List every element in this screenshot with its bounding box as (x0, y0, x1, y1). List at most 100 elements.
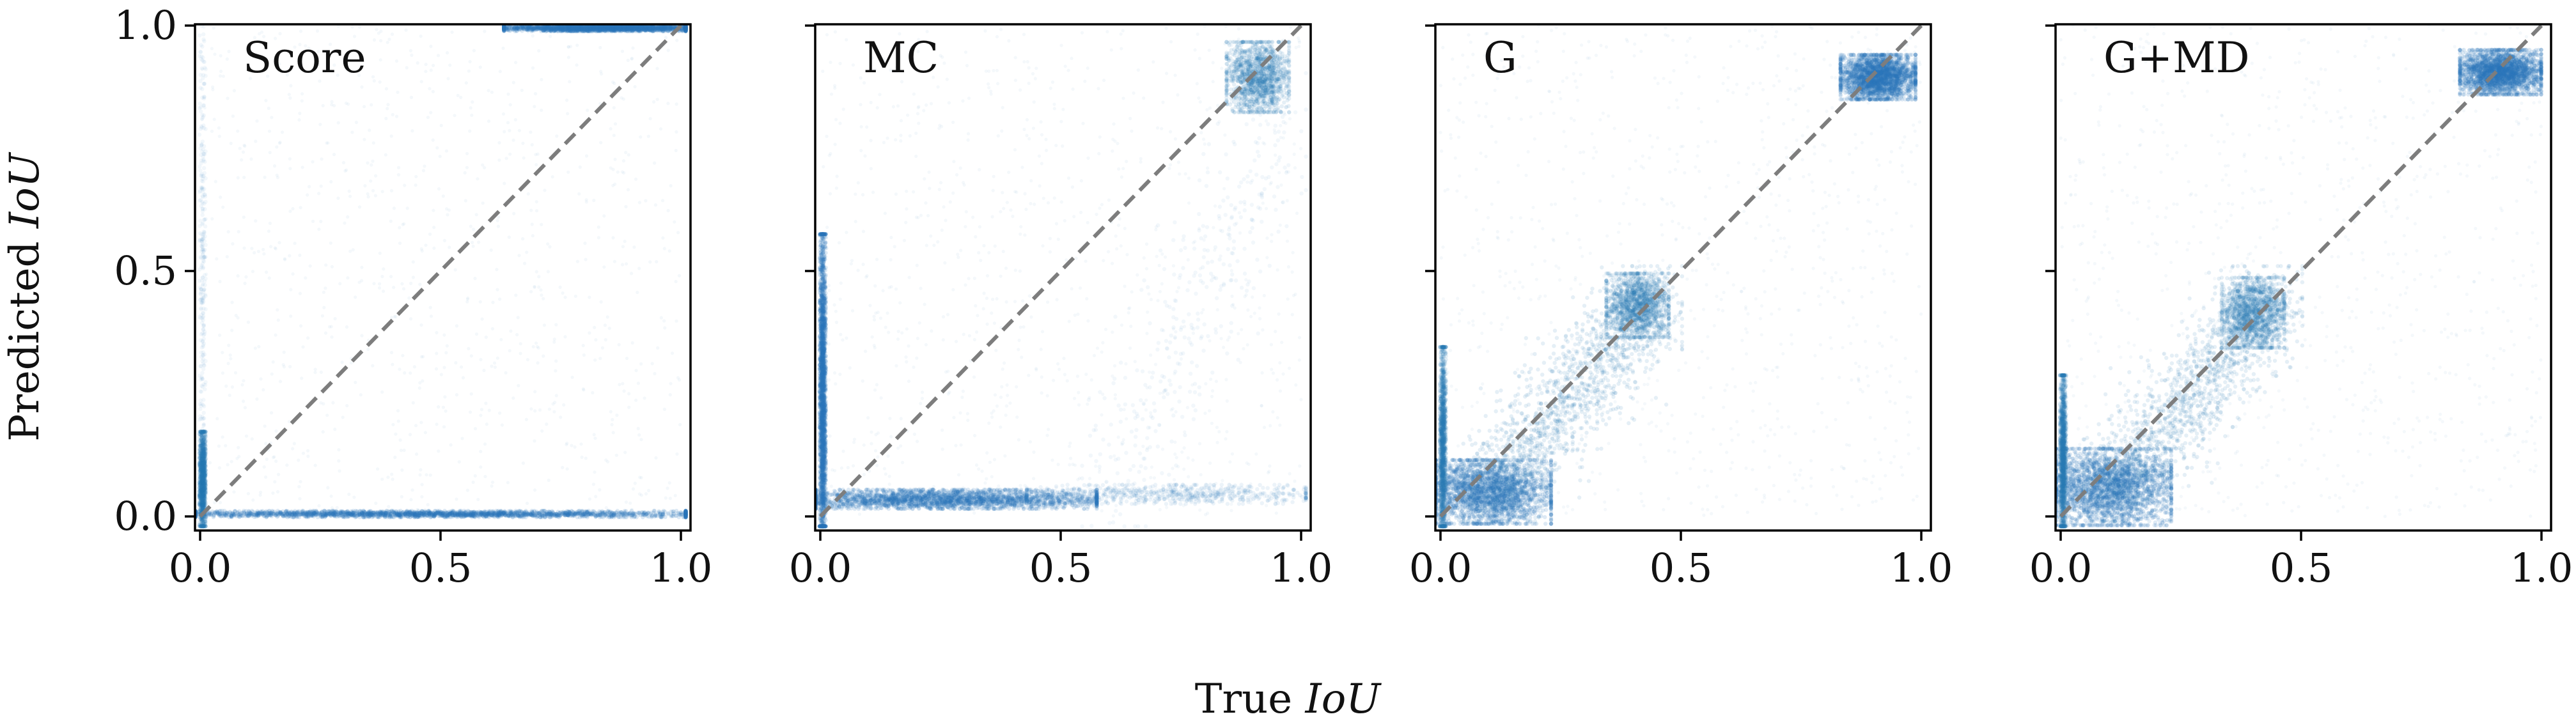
scatter-point (218, 334, 221, 337)
scatter-point (435, 509, 439, 513)
scatter-point (521, 142, 524, 145)
scatter-point (525, 251, 528, 254)
scatter-point (683, 511, 687, 515)
scatter-point (480, 408, 483, 411)
scatter-point (621, 245, 625, 248)
scatter-point (664, 497, 667, 500)
scatter-point (630, 58, 633, 61)
scatter-point (414, 183, 418, 187)
scatter-point (293, 242, 297, 245)
scatter-point (518, 129, 521, 132)
scatter-point (264, 99, 267, 102)
scatter-point (654, 456, 657, 460)
scatter-point (451, 31, 454, 34)
scatter-point (493, 361, 496, 364)
scatter-point (624, 151, 627, 154)
scatter-point (538, 511, 542, 515)
scatter-point (409, 282, 412, 285)
scatter-point (435, 368, 438, 371)
scatter-point (658, 510, 662, 514)
scatter-point (546, 242, 549, 245)
scatter-point (517, 511, 521, 515)
scatter-point (390, 134, 393, 137)
scatter-point (442, 194, 445, 197)
scatter-point (514, 61, 517, 64)
scatter-point (255, 398, 258, 401)
scatter-point (483, 166, 486, 169)
scatter-point (358, 513, 362, 517)
scatter-point (374, 502, 377, 505)
scatter-point (659, 127, 662, 130)
scatter-point (217, 444, 221, 447)
scatter-point (268, 130, 271, 133)
scatter-point (237, 176, 240, 180)
scatter-point (580, 509, 584, 513)
scatter-point (669, 497, 672, 500)
scatter-point (575, 63, 579, 66)
scatter-point (354, 295, 357, 298)
scatter-point (579, 442, 582, 445)
scatter-point (369, 180, 372, 183)
scatter-point (297, 485, 301, 488)
scatter-point (540, 430, 543, 433)
scatter-point (230, 515, 233, 518)
scatter-point (373, 38, 376, 42)
scatter-point (443, 395, 446, 398)
scatter-point (332, 153, 336, 156)
scatter-point (221, 206, 224, 209)
scatter-point (346, 512, 350, 516)
scatter-point (479, 465, 482, 469)
scatter-point (231, 385, 234, 389)
scatter-point (678, 423, 682, 426)
scatter-point (386, 41, 389, 44)
scatter-point (593, 326, 596, 329)
scatter-point (484, 401, 487, 405)
scatter-point (574, 445, 577, 449)
scatter-point (483, 475, 487, 478)
scatter-point (236, 130, 239, 133)
scatter-point (627, 392, 630, 395)
scatter-point (288, 254, 291, 258)
scatter-point (426, 116, 430, 119)
scatter-point (336, 506, 339, 509)
scatter-point (352, 495, 355, 499)
scatter-point (379, 39, 382, 42)
scatter-point (478, 511, 482, 515)
scatter-point (523, 262, 526, 265)
scatter-point (616, 171, 620, 174)
scatter-point (549, 512, 552, 516)
scatter-point (400, 469, 403, 472)
scatter-point (543, 323, 546, 327)
scatter-point (325, 414, 329, 417)
scatter-point (593, 470, 596, 474)
scatter-point (444, 515, 448, 518)
scatter-point (257, 250, 260, 253)
scatter-point (497, 215, 500, 219)
scatter-point (401, 223, 404, 226)
scatter-point (420, 80, 423, 83)
scatter-point (631, 47, 634, 50)
scatter-point (229, 353, 232, 357)
scatter-point (269, 222, 272, 225)
scatter-point (391, 33, 394, 36)
scatter-point (374, 194, 377, 197)
scatter-point (439, 155, 442, 158)
scatter-point (253, 251, 256, 254)
scatter-point (242, 150, 245, 153)
scatter-point (634, 399, 637, 402)
scatter-point (627, 188, 630, 191)
scatter-point (230, 142, 233, 145)
scatter-point (652, 100, 655, 104)
scatter-point (625, 500, 628, 504)
scatter-point (390, 189, 393, 192)
scatter-point (311, 510, 315, 514)
scatter-point (460, 437, 464, 440)
scatter-point (249, 157, 253, 160)
scatter-point (529, 290, 533, 293)
scatter-point (334, 317, 337, 320)
scatter-point (592, 483, 595, 486)
scatter-point (520, 89, 524, 92)
scatter-point (562, 403, 565, 407)
scatter-point (668, 481, 671, 484)
scatter-point (368, 128, 371, 132)
